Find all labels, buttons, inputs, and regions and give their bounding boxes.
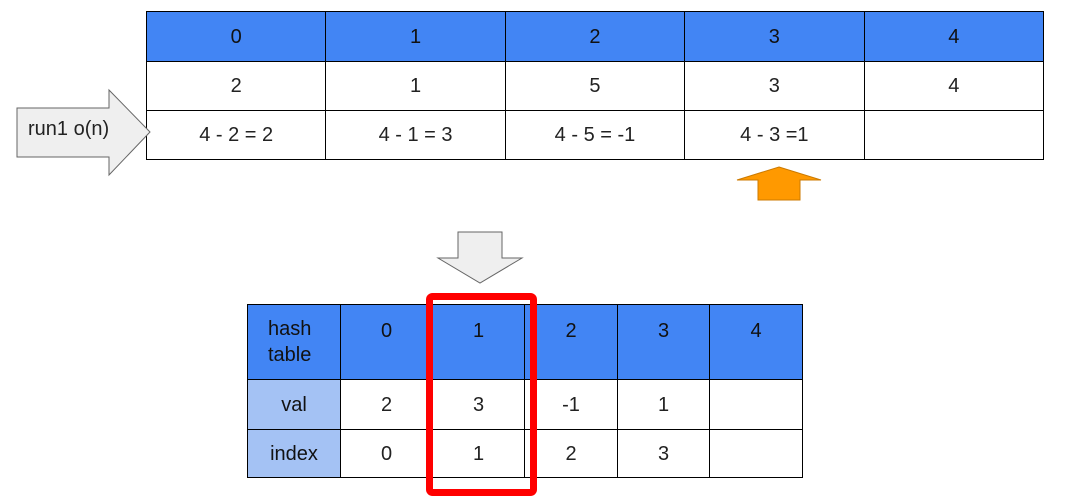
index-cell: 2 bbox=[504, 11, 686, 62]
down-arrow-icon bbox=[436, 231, 524, 284]
index-cell: 3 bbox=[617, 429, 710, 478]
index-row: index 0 1 2 3 bbox=[247, 429, 803, 478]
value-row: 2 1 5 3 4 bbox=[145, 61, 1045, 111]
highlight-box bbox=[426, 293, 537, 496]
diff-cell: 4 - 3 =1 bbox=[684, 110, 865, 160]
run-arrow-icon bbox=[16, 88, 151, 177]
hash-header-cell: 3 bbox=[617, 304, 710, 380]
hash-header-cell: 1 bbox=[432, 304, 525, 380]
index-cell: 4 bbox=[863, 11, 1045, 62]
row-label-index: index bbox=[247, 429, 341, 478]
index-row: 0 1 2 3 4 bbox=[145, 11, 1045, 62]
diff-row: 4 - 2 = 2 4 - 1 = 3 4 - 5 = -1 4 - 3 =1 bbox=[145, 110, 1045, 160]
hash-header-cell: 4 bbox=[709, 304, 803, 380]
up-arrow-icon bbox=[736, 166, 822, 201]
val-cell: -1 bbox=[524, 379, 618, 430]
value-cell: 1 bbox=[325, 61, 506, 111]
row-label-val: val bbox=[247, 379, 341, 430]
val-row: val 2 3 -1 1 bbox=[247, 379, 803, 430]
hash-header-cell: 0 bbox=[340, 304, 433, 380]
index-cell: 0 bbox=[145, 11, 327, 62]
top-table: 0 1 2 3 4 2 1 5 3 4 4 - 2 = 2 4 - 1 = 3 … bbox=[145, 11, 1045, 160]
index-cell: 3 bbox=[684, 11, 865, 62]
hash-header-row: hash table 0 1 2 3 4 bbox=[247, 304, 803, 380]
run-arrow-label: run1 o(n) bbox=[28, 118, 110, 140]
diff-cell: 4 - 2 = 2 bbox=[145, 110, 327, 160]
diff-cell: 4 - 1 = 3 bbox=[325, 110, 506, 160]
index-cell bbox=[709, 429, 803, 478]
value-cell: 4 bbox=[863, 61, 1045, 111]
index-cell: 2 bbox=[524, 429, 618, 478]
val-cell bbox=[709, 379, 803, 430]
index-cell: 0 bbox=[340, 429, 433, 478]
hash-table: hash table 0 1 2 3 4 val 2 3 -1 1 index 0… bbox=[247, 304, 803, 478]
index-cell: 1 bbox=[432, 429, 525, 478]
value-cell: 3 bbox=[684, 61, 865, 111]
diff-cell bbox=[863, 110, 1045, 160]
val-cell: 1 bbox=[617, 379, 710, 430]
diff-cell: 4 - 5 = -1 bbox=[504, 110, 686, 160]
value-cell: 5 bbox=[504, 61, 686, 111]
hash-header-cell: 2 bbox=[524, 304, 618, 380]
